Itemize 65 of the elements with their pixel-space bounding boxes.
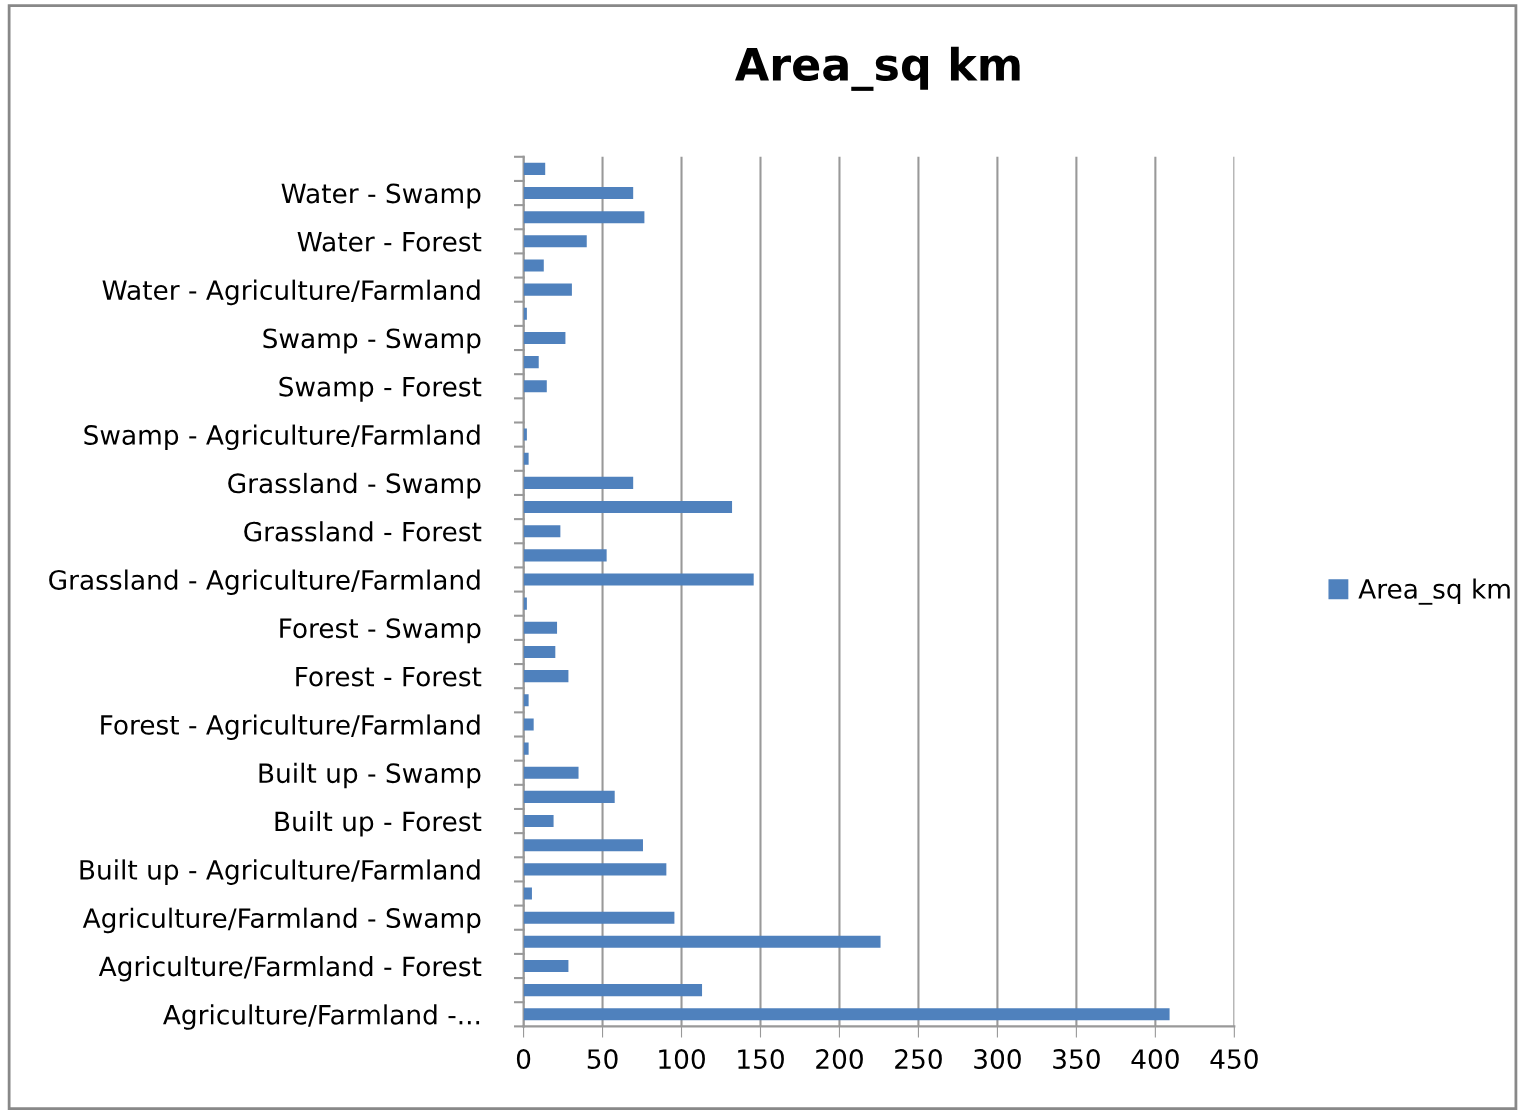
y-tick-label: Agriculture/Farmland - Swamp [82, 907, 481, 934]
x-tick-label: 300 [974, 1049, 1021, 1070]
bar [523, 331, 566, 344]
bar [523, 597, 527, 610]
bar [523, 790, 615, 803]
bar [523, 815, 554, 828]
y-tick-label: Built up - Swamp [259, 762, 481, 789]
bar [523, 476, 634, 489]
bar [523, 984, 703, 997]
bar [523, 1008, 1170, 1021]
y-tick-label: Water - Swamp [281, 183, 481, 209]
x-tick-label: 150 [738, 1049, 784, 1070]
x-tick-label: 400 [1131, 1049, 1179, 1070]
bar [523, 235, 587, 248]
bar [523, 452, 529, 465]
chart-title: Area_sq km [735, 46, 1020, 91]
y-tick-label: Grassland - Forest [244, 521, 482, 542]
y-tick-label: Grassland - Agriculture/Farmland [49, 569, 480, 596]
x-tick-label: 50 [587, 1049, 618, 1070]
bar [523, 621, 558, 634]
y-tick-label: Swamp - Swamp [263, 328, 481, 354]
bar [523, 959, 569, 973]
bar [523, 742, 529, 755]
y-tick-label: Built up - Forest [275, 811, 482, 837]
bar [523, 935, 881, 948]
bar [523, 356, 539, 369]
x-tick-label: 200 [816, 1049, 863, 1070]
bar [523, 211, 645, 224]
bar [523, 549, 607, 562]
y-tick-label: Forest - Forest [296, 666, 482, 687]
y-tick-label: Built up - Agriculture/Farmland [80, 859, 480, 885]
bar [523, 863, 667, 876]
bar [523, 186, 634, 200]
y-tick-label: Grassland - Swamp [228, 472, 481, 499]
bar [523, 259, 544, 272]
bar [523, 380, 547, 393]
y-tick-label: Swamp - Agriculture/Farmland [84, 424, 480, 451]
y-tick-label: Swamp - Forest [279, 376, 482, 402]
bar [523, 428, 527, 441]
bar [523, 645, 556, 659]
bar [523, 670, 569, 683]
x-tick-label: 350 [1053, 1049, 1100, 1070]
y-tick-label: Forest - Agriculture/Farmland [101, 714, 480, 740]
bar [523, 839, 643, 852]
y-tick-label: Water - Agriculture/Farmland [102, 279, 480, 306]
bar [523, 501, 733, 514]
x-tick-label: 250 [895, 1049, 942, 1070]
x-tick-label: 0 [516, 1049, 531, 1070]
y-tick-label: Agriculture/Farmland - Forest [98, 955, 482, 982]
legend-label: Area_sq km [1358, 578, 1510, 605]
x-tick-label: 450 [1210, 1049, 1258, 1070]
y-tick-label: Water - Forest [297, 232, 482, 252]
bar [523, 307, 527, 320]
bar [523, 573, 754, 586]
bar [523, 525, 561, 538]
bar [523, 162, 546, 175]
bar [523, 766, 579, 779]
y-tick-label: Forest - Swamp [280, 618, 481, 644]
bar [523, 887, 532, 900]
bar [523, 718, 534, 731]
bar [523, 694, 529, 707]
x-tick-label: 100 [659, 1049, 705, 1070]
y-tick-label: Agriculture/Farmland -... [163, 1004, 480, 1030]
bar [523, 911, 675, 924]
bar [523, 283, 572, 296]
